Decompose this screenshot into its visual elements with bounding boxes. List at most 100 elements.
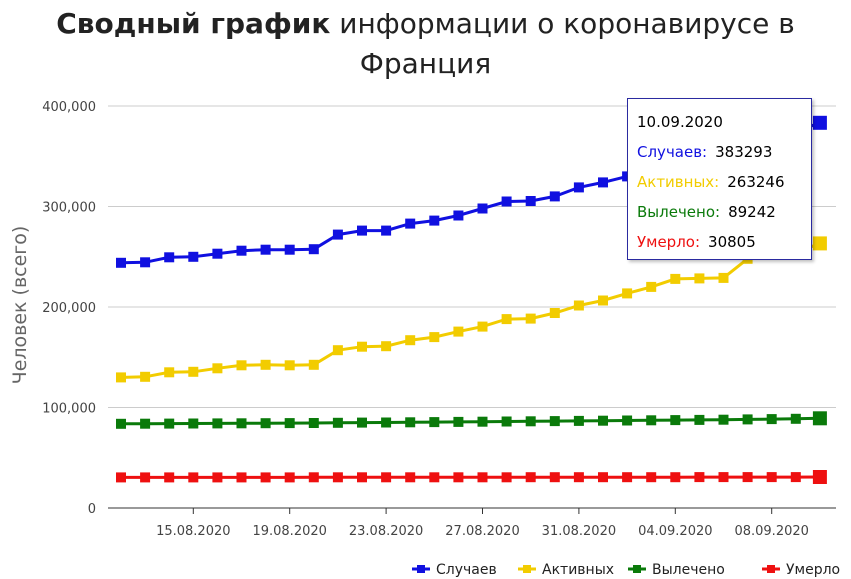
data-point[interactable] xyxy=(670,472,681,483)
data-point[interactable] xyxy=(260,359,271,370)
data-point[interactable] xyxy=(188,366,199,377)
data-point[interactable] xyxy=(188,472,199,483)
data-point[interactable] xyxy=(164,252,175,263)
data-point[interactable] xyxy=(453,210,464,221)
data-point[interactable] xyxy=(236,245,247,256)
data-point[interactable] xyxy=(742,472,753,483)
data-point[interactable] xyxy=(501,472,512,483)
data-point[interactable] xyxy=(284,418,295,429)
data-point[interactable] xyxy=(812,470,827,484)
data-point[interactable] xyxy=(140,472,151,483)
data-point[interactable] xyxy=(212,418,223,429)
data-point[interactable] xyxy=(308,359,319,370)
data-point[interactable] xyxy=(453,416,464,427)
data-point[interactable] xyxy=(549,416,560,427)
data-point[interactable] xyxy=(140,418,151,429)
data-point[interactable] xyxy=(140,257,151,268)
data-point[interactable] xyxy=(573,472,584,483)
data-point[interactable] xyxy=(405,218,416,229)
legend-item[interactable]: Вылечено xyxy=(628,562,725,578)
data-point[interactable] xyxy=(284,244,295,255)
data-point[interactable] xyxy=(646,472,657,483)
data-point[interactable] xyxy=(116,372,126,383)
data-point[interactable] xyxy=(622,288,633,299)
data-point[interactable] xyxy=(357,417,367,428)
data-point[interactable] xyxy=(477,321,488,332)
data-point[interactable] xyxy=(236,472,247,483)
data-point[interactable] xyxy=(381,472,392,483)
data-point[interactable] xyxy=(766,472,777,483)
data-point[interactable] xyxy=(718,414,729,425)
data-point[interactable] xyxy=(212,248,223,259)
data-point[interactable] xyxy=(598,295,608,306)
data-point[interactable] xyxy=(188,251,199,262)
data-point[interactable] xyxy=(308,418,319,428)
data-point[interactable] xyxy=(164,472,175,483)
data-point[interactable] xyxy=(308,244,319,255)
data-point[interactable] xyxy=(598,472,608,483)
data-point[interactable] xyxy=(236,360,247,371)
data-point[interactable] xyxy=(140,371,151,382)
data-point[interactable] xyxy=(790,472,801,483)
data-point[interactable] xyxy=(381,341,392,352)
data-point[interactable] xyxy=(598,177,608,188)
data-point[interactable] xyxy=(549,472,560,483)
data-point[interactable] xyxy=(381,225,392,236)
data-point[interactable] xyxy=(646,281,657,292)
data-point[interactable] xyxy=(622,415,633,426)
data-point[interactable] xyxy=(718,472,729,483)
data-point[interactable] xyxy=(622,472,633,483)
data-point[interactable] xyxy=(116,257,126,268)
data-point[interactable] xyxy=(332,229,343,240)
data-point[interactable] xyxy=(429,215,440,226)
data-point[interactable] xyxy=(260,472,271,483)
data-point[interactable] xyxy=(116,472,126,483)
data-point[interactable] xyxy=(670,415,681,426)
data-point[interactable] xyxy=(694,414,705,425)
data-point[interactable] xyxy=(812,115,827,130)
data-point[interactable] xyxy=(670,273,681,284)
data-point[interactable] xyxy=(164,418,175,429)
data-point[interactable] xyxy=(453,472,464,483)
data-point[interactable] xyxy=(236,418,247,429)
data-point[interactable] xyxy=(429,332,440,343)
data-point[interactable] xyxy=(453,326,464,337)
legend-item[interactable]: Случаев xyxy=(412,562,497,578)
data-point[interactable] xyxy=(429,472,440,483)
data-point[interactable] xyxy=(812,411,827,426)
data-point[interactable] xyxy=(260,418,271,429)
data-point[interactable] xyxy=(284,472,295,483)
data-point[interactable] xyxy=(573,415,584,426)
data-point[interactable] xyxy=(694,273,705,284)
data-point[interactable] xyxy=(766,414,777,425)
data-point[interactable] xyxy=(405,417,416,428)
data-point[interactable] xyxy=(164,367,175,378)
data-point[interactable] xyxy=(501,196,512,207)
data-point[interactable] xyxy=(477,416,488,427)
data-point[interactable] xyxy=(525,472,536,483)
legend[interactable]: Случаев Активных Вылечено Умерло xyxy=(412,562,840,578)
data-point[interactable] xyxy=(718,272,729,283)
data-point[interactable] xyxy=(332,417,343,428)
data-point[interactable] xyxy=(812,236,827,251)
data-point[interactable] xyxy=(598,415,608,426)
data-point[interactable] xyxy=(790,413,801,424)
data-point[interactable] xyxy=(332,345,343,356)
data-point[interactable] xyxy=(549,308,560,318)
data-point[interactable] xyxy=(525,416,536,427)
data-point[interactable] xyxy=(549,191,560,202)
data-point[interactable] xyxy=(573,300,584,311)
legend-item[interactable]: Активных xyxy=(518,562,614,578)
data-point[interactable] xyxy=(501,416,512,427)
data-point[interactable] xyxy=(381,417,392,428)
data-point[interactable] xyxy=(260,244,271,255)
data-point[interactable] xyxy=(525,313,536,324)
data-point[interactable] xyxy=(405,335,416,346)
data-point[interactable] xyxy=(405,472,416,483)
data-point[interactable] xyxy=(284,360,295,371)
data-point[interactable] xyxy=(357,472,367,483)
data-point[interactable] xyxy=(308,472,319,483)
data-point[interactable] xyxy=(116,418,126,429)
data-point[interactable] xyxy=(477,203,488,214)
